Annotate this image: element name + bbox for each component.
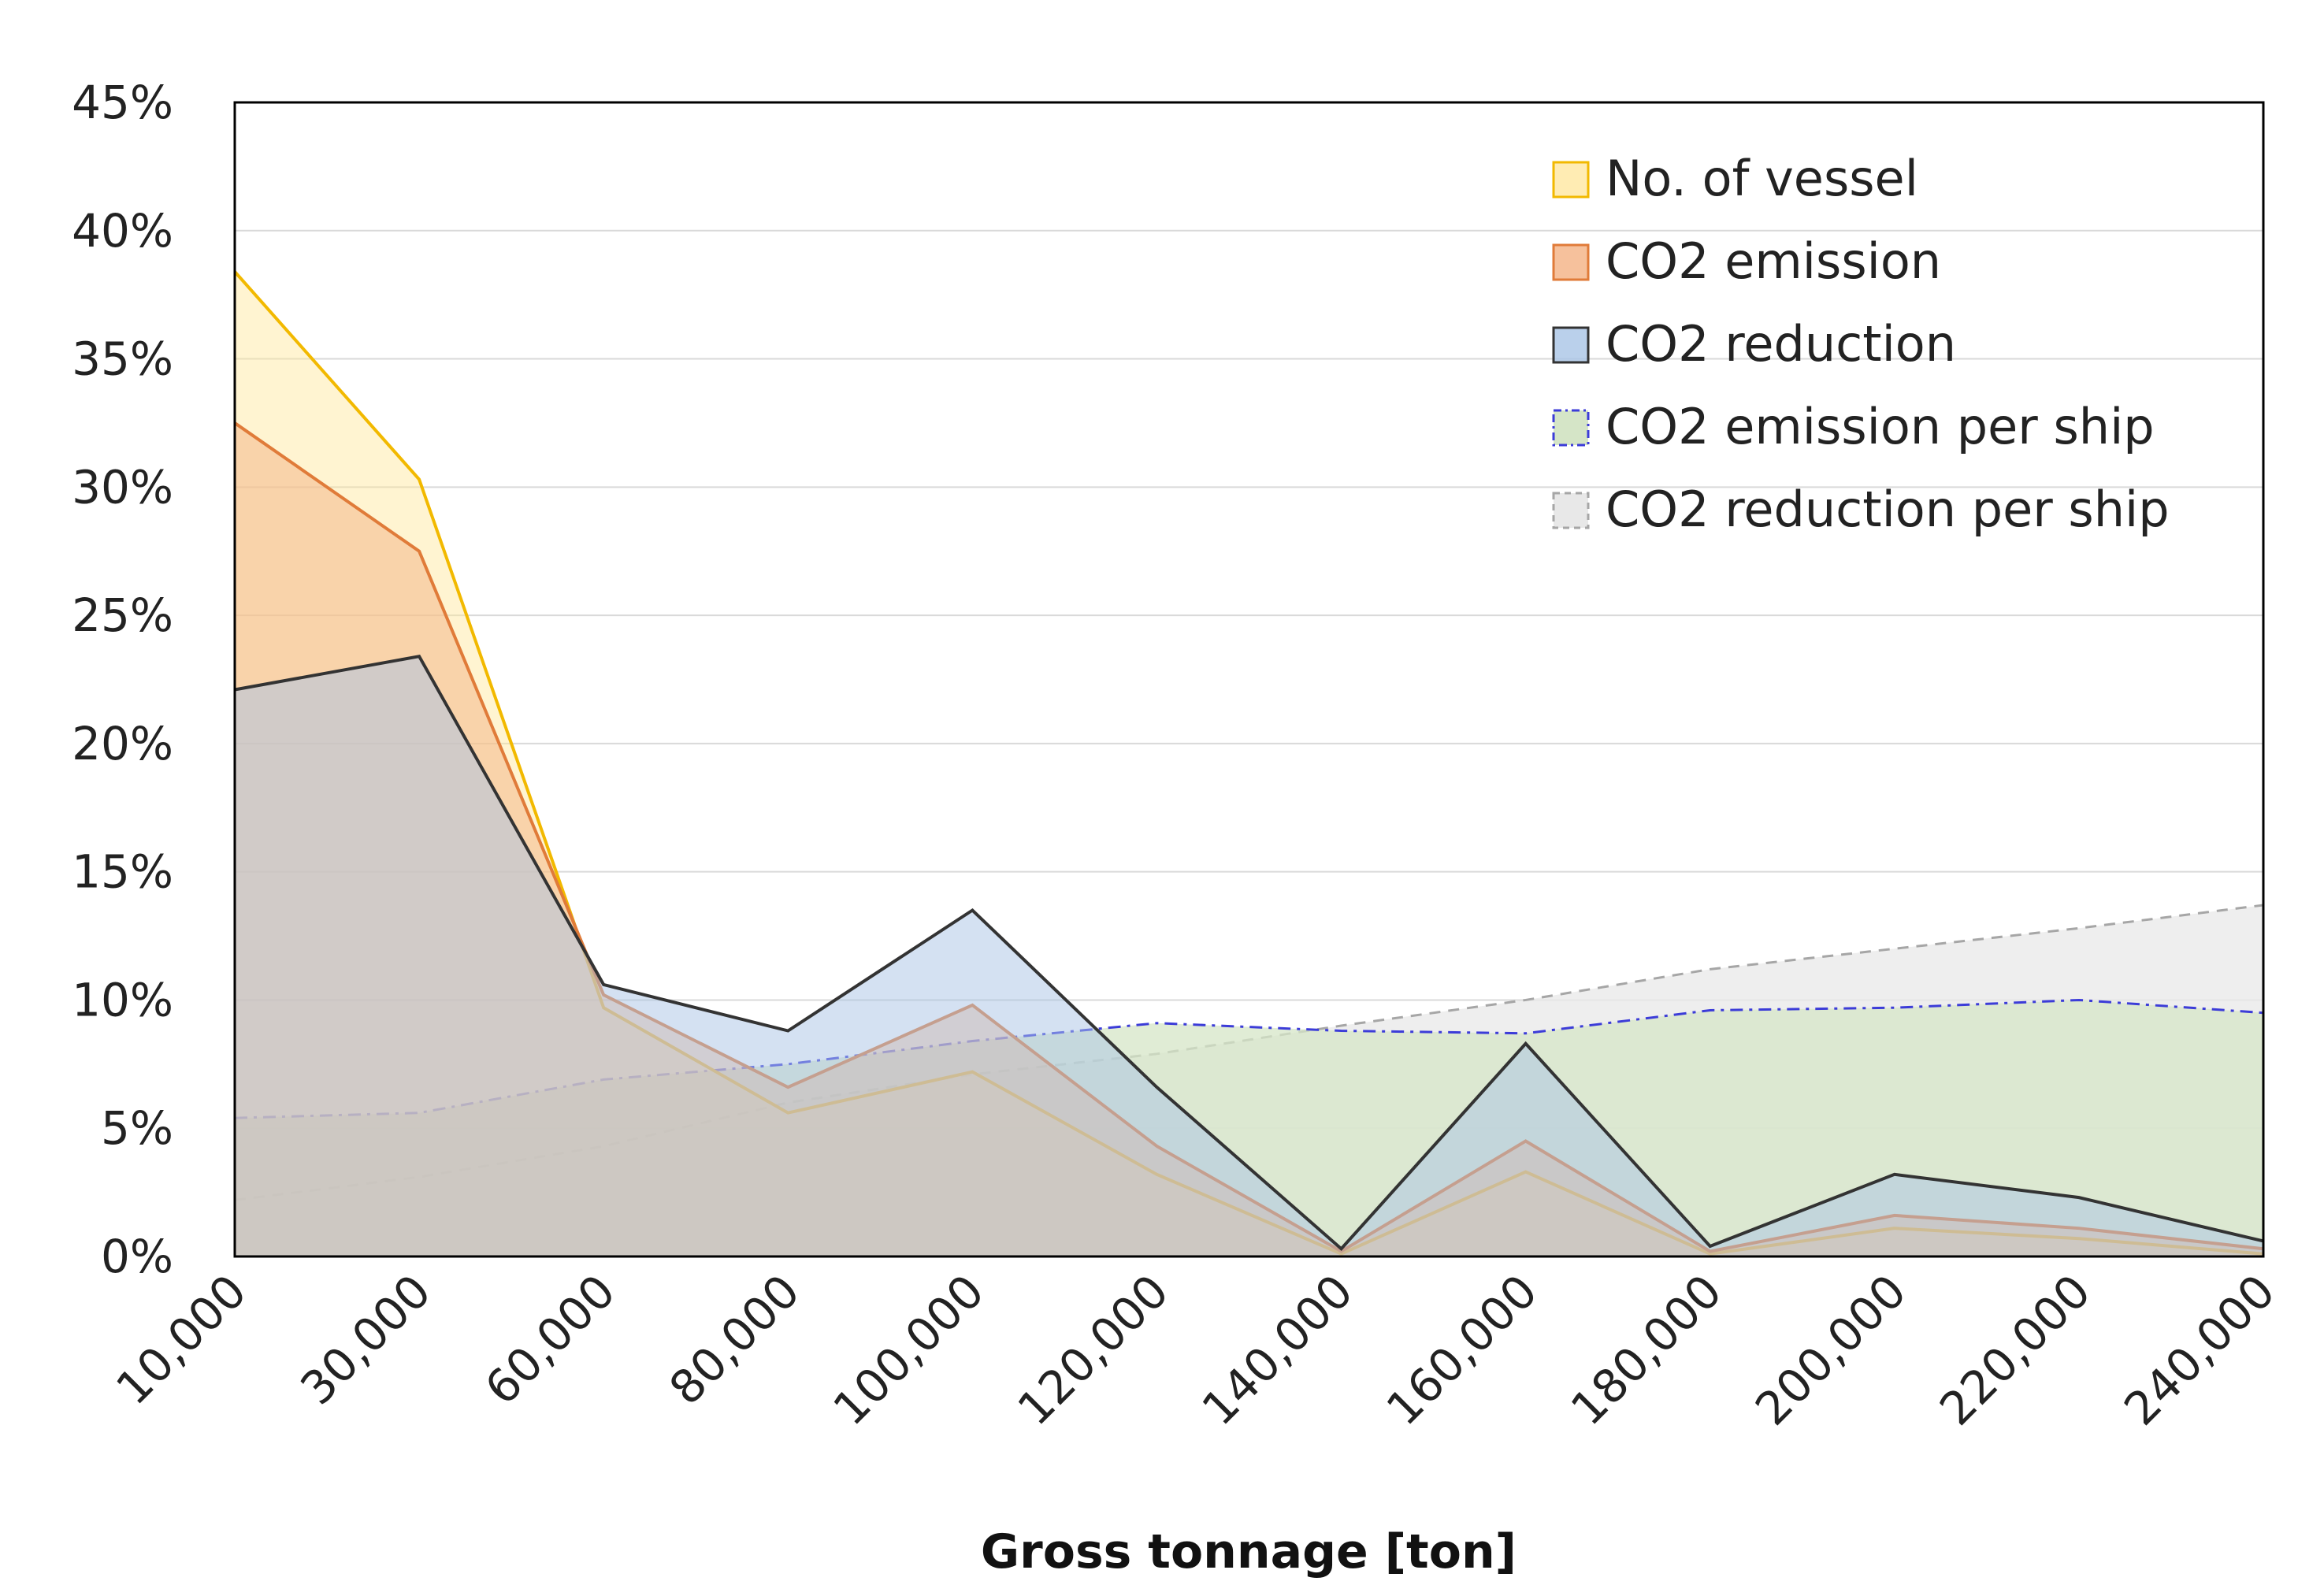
legend-label: CO2 emission (1606, 232, 1941, 290)
x-tick-label: 180,000 (1561, 1264, 1732, 1436)
data-point (1340, 1025, 1342, 1027)
y-tick-label: 10% (72, 973, 173, 1026)
legend-label: CO2 reduction (1606, 315, 1956, 373)
y-tick-label: 15% (72, 845, 173, 899)
area-fill (235, 656, 2263, 1256)
data-point (418, 478, 421, 481)
data-point (787, 1030, 789, 1032)
plot-frame (233, 101, 2265, 1258)
data-point (1709, 1009, 1711, 1011)
legend-label: CO2 emission per ship (1606, 398, 2155, 455)
x-axis-title: Gross tonnage [ton] (981, 1524, 1517, 1579)
data-point (1340, 1248, 1342, 1250)
data-point (418, 655, 421, 658)
data-point (1893, 1007, 1895, 1009)
legend-item: CO2 emission (1552, 232, 1941, 290)
x-tick-label: 200,000 (1745, 1264, 1917, 1436)
x-tick-label: 60,000 (474, 1264, 626, 1416)
x-tick-label: 120,000 (1008, 1264, 1179, 1436)
legend-swatch (1552, 161, 1590, 199)
y-tick-label: 0% (101, 1230, 173, 1283)
data-point (2077, 999, 2080, 1001)
legend-swatch (1552, 326, 1590, 364)
legend-swatch (1552, 243, 1590, 281)
x-tick-label: 240,000 (2114, 1264, 2285, 1436)
legend-item: No. of vessel (1552, 150, 1918, 207)
data-point (971, 909, 974, 911)
legend-swatch (1552, 409, 1590, 447)
legend: No. of vessel CO2 emission CO2 reduction CO… (1552, 150, 2170, 538)
data-point (1524, 999, 1527, 1001)
data-point (2077, 927, 2080, 930)
legend-item: CO2 reduction (1552, 315, 1956, 373)
x-tick-label: 10,000 (106, 1264, 257, 1416)
data-point (1156, 1086, 1158, 1089)
series-co2-reduction (234, 654, 2264, 1256)
y-axis-ticks: 0% 5% 10% 15% 20% 25% 30% 35% 40% 45% (72, 76, 173, 1283)
data-point (1340, 1030, 1342, 1032)
y-tick-label: 25% (72, 588, 173, 642)
y-tick-label: 40% (72, 204, 173, 258)
y-tick-label: 35% (72, 332, 173, 386)
legend-item: CO2 reduction per ship (1552, 481, 2170, 538)
series-line (234, 654, 2264, 1252)
data-point (603, 983, 605, 985)
y-tick-label: 30% (72, 460, 173, 514)
x-tick-label: 140,000 (1192, 1264, 1364, 1436)
legend-item: CO2 emission per ship (1552, 398, 2155, 455)
legend-swatch (1552, 492, 1590, 529)
data-point (1893, 948, 1895, 950)
x-tick-label: 220,000 (1929, 1264, 2101, 1436)
data-point (1524, 1042, 1527, 1045)
series-areas (233, 270, 2264, 1256)
y-tick-label: 20% (72, 717, 173, 770)
x-tick-label: 100,000 (823, 1264, 995, 1436)
data-point (1893, 1173, 1895, 1175)
y-tick-label: 45% (72, 76, 173, 129)
legend-label: CO2 reduction per ship (1606, 481, 2170, 538)
x-tick-label: 160,000 (1376, 1264, 1548, 1436)
data-point (1709, 1245, 1711, 1247)
data-point (418, 550, 421, 552)
x-tick-label: 30,000 (290, 1264, 441, 1416)
y-tick-label: 5% (101, 1101, 173, 1155)
data-point (1524, 1032, 1527, 1034)
x-tick-label: 80,000 (659, 1264, 811, 1416)
legend-label: No. of vessel (1606, 150, 1918, 207)
data-point (1156, 1022, 1158, 1024)
data-point (1709, 968, 1711, 971)
x-axis-ticks: 10,000 30,000 60,000 80,000 100,000 120,000 14… (106, 1264, 2285, 1436)
data-point (2077, 1197, 2080, 1199)
